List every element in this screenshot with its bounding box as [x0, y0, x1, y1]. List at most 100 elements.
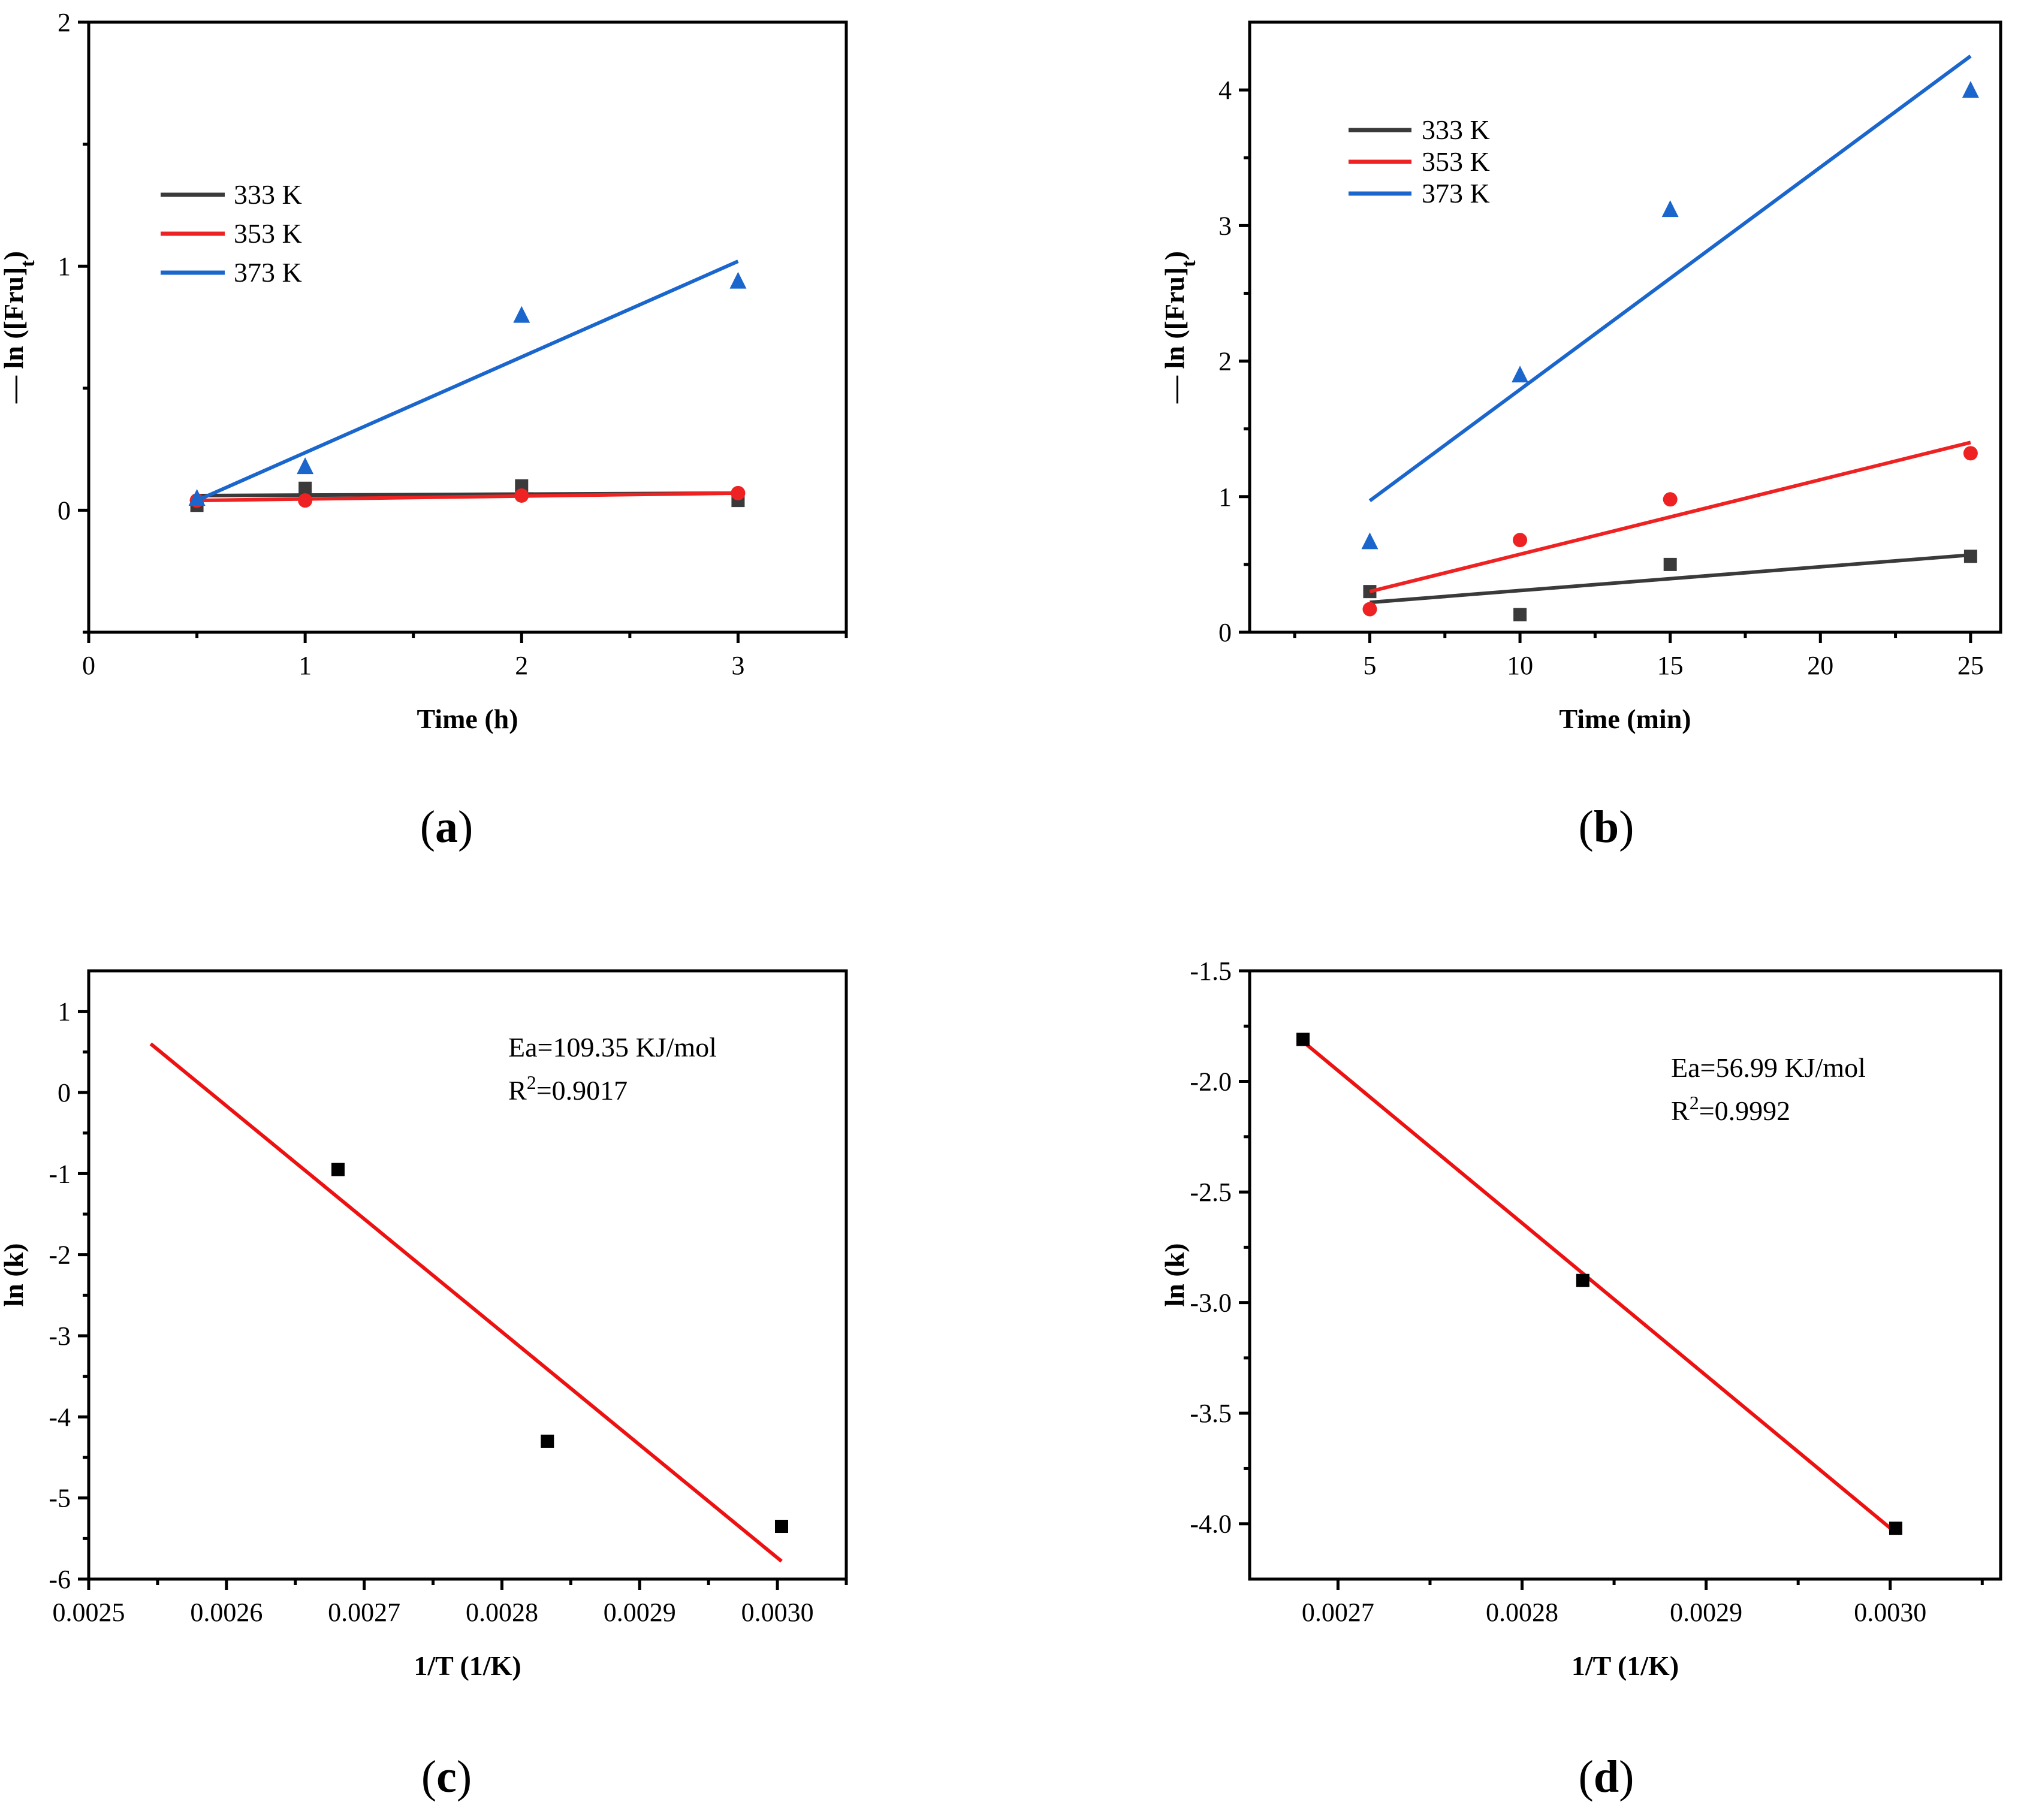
panel-label-close: ) — [458, 802, 473, 852]
panel-label: (a) — [420, 802, 473, 852]
r-squared-value: =0.9992 — [1699, 1095, 1790, 1126]
r-squared-text: R2=0.9017 — [508, 1072, 628, 1106]
x-tick-label: 0.0027 — [328, 1598, 400, 1627]
series-333-k — [1363, 550, 1977, 621]
data-point — [297, 457, 314, 475]
annotation: Ea=109.35 KJ/mol R2=0.9017 — [508, 1032, 717, 1106]
y-axis-title-tail: ) — [0, 251, 29, 260]
series-373-k — [188, 259, 747, 506]
data-point — [1512, 366, 1529, 383]
activation-energy-text: Ea=109.35 KJ/mol — [508, 1032, 717, 1063]
y-axis-title: ln (k) — [0, 1243, 29, 1306]
data-point — [514, 488, 529, 503]
x-tick-label: 10 — [1507, 651, 1533, 680]
chart-c: 0.0025 0.0026 0.0027 0.0028 0.0029 0.0030 -6 -5… — [0, 969, 848, 1802]
data-point — [1663, 492, 1678, 507]
data-point — [1513, 608, 1527, 621]
chart-b: 5 10 15 20 25 0 1 2 3 4 Time (min) — ln ([Fru]t) 333… — [1159, 20, 2002, 852]
panel-label-open: ( — [1579, 1752, 1594, 1802]
fit-line — [1302, 1040, 1897, 1534]
x-tick-label: 0.0029 — [1670, 1598, 1742, 1627]
y-tick-label: -3 — [49, 1321, 71, 1351]
y-axis-title-subscript: t — [1178, 260, 1200, 267]
legend-label: 333 K — [1422, 114, 1490, 145]
x-tick-label: 3 — [731, 651, 744, 680]
plot-frame — [1248, 969, 2002, 1581]
data-point — [298, 481, 312, 495]
y-axis-title: — ln ([Fru]t) — [0, 251, 39, 404]
x-tick-label: 20 — [1807, 651, 1833, 680]
x-tick-label: 0.0030 — [1854, 1598, 1926, 1627]
x-axis-title: 1/T (1/K) — [414, 1650, 521, 1681]
x-tick-label: 0.0025 — [53, 1598, 125, 1627]
plot-frame — [87, 969, 848, 1581]
series-353-k — [1362, 440, 1978, 617]
legend-label: 373 K — [1422, 178, 1490, 209]
x-axis-title: Time (min) — [1559, 704, 1691, 734]
y-tick-label: 3 — [1218, 211, 1232, 240]
panel-label-open: ( — [420, 802, 435, 852]
panel-label-open: ( — [421, 1752, 436, 1802]
data-point — [1963, 550, 1977, 563]
y-axis-title: ln (k) — [1159, 1243, 1190, 1306]
y-axis-title-main: ln (k) — [0, 1243, 29, 1306]
x-tick-label: 0.0026 — [190, 1598, 263, 1627]
x-tick-label: 5 — [1363, 651, 1376, 680]
y-axis-title-main: — ln ([Fru] — [0, 267, 29, 404]
data-point — [1889, 1522, 1902, 1535]
legend-label: 333 K — [234, 179, 302, 210]
y-tick-label: 2 — [58, 8, 71, 37]
y-tick-label: -2.5 — [1190, 1178, 1232, 1207]
r-squared-label: R — [508, 1075, 527, 1106]
y-tick-label: -3.0 — [1190, 1288, 1232, 1318]
r-squared-label: R — [1671, 1095, 1690, 1126]
activation-energy-text: Ea=56.99 KJ/mol — [1671, 1052, 1866, 1083]
y-tick-label: 0 — [58, 1078, 71, 1107]
y-tick-label: -6 — [49, 1565, 71, 1594]
y-tick-label: 1 — [1218, 482, 1232, 512]
plot-frame — [87, 20, 848, 634]
x-tick-label: 15 — [1657, 651, 1684, 680]
fit-line — [197, 491, 738, 503]
y-tick-label: 0 — [1218, 618, 1232, 647]
data-point — [188, 489, 206, 506]
x-tick-label: 0 — [82, 651, 95, 680]
data-point — [515, 479, 529, 493]
y-tick-label: -4.0 — [1190, 1510, 1232, 1539]
data-point — [1362, 602, 1377, 617]
legend-label: 353 K — [1422, 146, 1490, 177]
data-point — [1576, 1273, 1589, 1287]
plot-frame — [1248, 20, 2002, 634]
data-point — [1513, 533, 1528, 548]
data-point — [1361, 532, 1379, 550]
data-point — [1661, 200, 1679, 218]
panel-label-close: ) — [1619, 1752, 1634, 1802]
r-squared-superscript: 2 — [1690, 1092, 1699, 1113]
chart-d: 0.0027 0.0028 0.0029 0.0030 -4.0 -3.5 -3.0 -2.5… — [1159, 956, 2002, 1802]
y-tick-label: -1 — [49, 1159, 71, 1188]
y-tick-label: -5 — [49, 1484, 71, 1513]
data-point — [331, 1163, 345, 1176]
y-tick-label: -1.5 — [1190, 956, 1232, 986]
x-tick-label: 25 — [1957, 651, 1984, 680]
y-tick-label: 1 — [58, 997, 71, 1027]
fit-line — [196, 259, 739, 502]
panel-label-letter: d — [1594, 1752, 1619, 1802]
y-tick-label: 2 — [1218, 347, 1232, 376]
x-tick-label: 0.0029 — [604, 1598, 676, 1627]
data-point — [729, 271, 747, 289]
chart-a: 0 1 2 3 0 1 2 Time (h) — ln ([Fru]t) 333 K 353 K 37… — [0, 8, 848, 852]
y-axis-title-main: — ln ([Fru] — [1159, 267, 1190, 404]
x-axis-title: Time (h) — [417, 704, 518, 734]
x-tick-label: 1 — [298, 651, 312, 680]
panel-label-letter: a — [435, 802, 458, 852]
y-tick-label: -3.5 — [1190, 1399, 1232, 1428]
fit-line — [1368, 55, 1972, 502]
fit-line — [149, 1042, 783, 1563]
panel-label: (d) — [1579, 1752, 1634, 1802]
data-point — [298, 493, 313, 508]
y-tick-label: 4 — [1218, 76, 1232, 105]
x-tick-label: 0.0028 — [466, 1598, 538, 1627]
